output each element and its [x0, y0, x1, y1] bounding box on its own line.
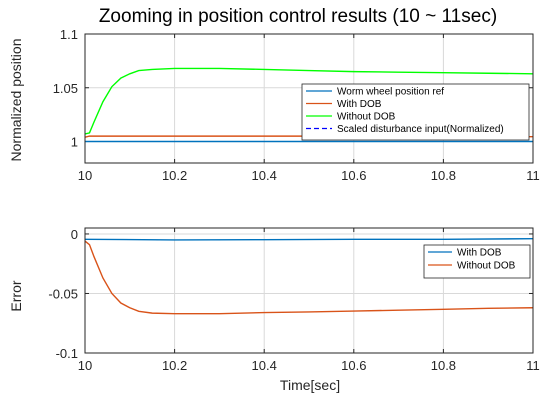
series-line: [85, 67, 533, 135]
x-tick-label: 10.2: [162, 168, 187, 183]
x-tick-label: 10.8: [431, 358, 456, 373]
series-line: [85, 240, 533, 315]
position-ylabel: Normalized position: [8, 39, 24, 162]
y-tick-label: 0: [71, 227, 78, 242]
legend-label: Worm wheel position ref: [337, 87, 444, 98]
legend-label: With DOB: [337, 99, 382, 110]
figure-title: Zooming in position control results (10 …: [99, 6, 497, 27]
axes-frame: [84, 33, 534, 164]
x-tick-label: 10.8: [431, 168, 456, 183]
y-tick-label: 1.05: [53, 81, 78, 96]
position-axes: Normalized position 10 10.2 10.4 10.6 10.8 11…: [8, 27, 540, 183]
x-tick-label: 10.4: [252, 168, 277, 183]
x-tick-label: 10.6: [341, 358, 366, 373]
legend-label: Without DOB: [337, 112, 396, 123]
x-tick-label: 11: [526, 168, 540, 183]
legend-box: [423, 244, 531, 279]
series-line: [85, 238, 533, 241]
x-tick-label: 10.6: [341, 168, 366, 183]
error-ylabel: Error: [8, 280, 24, 311]
y-tick-label: -0.05: [48, 286, 78, 301]
x-tick-label: 10: [78, 168, 92, 183]
legend: With DOB Without DOB: [423, 244, 531, 279]
x-tick-label: 10.4: [252, 358, 277, 373]
error-axes: Error Time[sec] 10 10.2 10.4 10.6 10.8 11 0 -0.…: [8, 227, 540, 393]
y-tick-label: -0.1: [56, 346, 78, 361]
legend-box: [301, 83, 530, 141]
axes-frame: [84, 227, 534, 354]
legend-label: With DOB: [457, 248, 502, 259]
x-tick-label: 11: [526, 358, 540, 373]
y-tick-label: 1: [71, 135, 78, 150]
y-tick-label: 1.1: [60, 27, 78, 42]
x-tick-label: 10: [78, 358, 92, 373]
legend-label: Without DOB: [457, 261, 516, 272]
error-xlabel: Time[sec]: [280, 377, 340, 393]
legend-label: Scaled disturbance input(Normalized): [337, 124, 504, 135]
x-tick-label: 10.2: [162, 358, 187, 373]
